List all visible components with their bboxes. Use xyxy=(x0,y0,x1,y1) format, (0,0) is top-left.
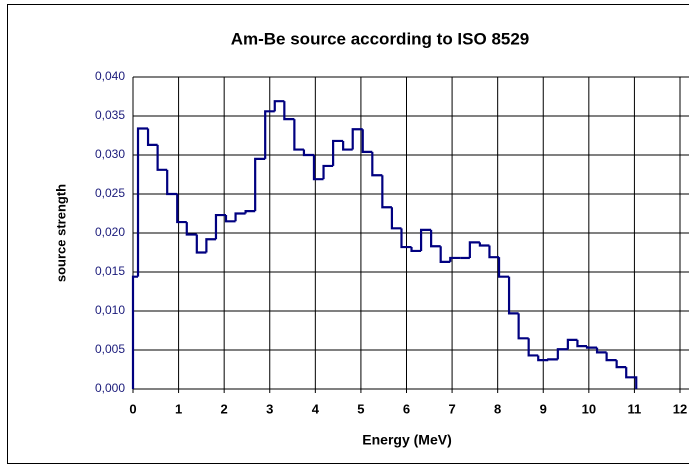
x-tick-label: 1 xyxy=(175,401,182,416)
x-tick-label: 5 xyxy=(357,401,364,416)
histogram-step xyxy=(517,313,529,340)
y-tick-label: 0,025 xyxy=(95,186,125,200)
histogram-step xyxy=(351,128,363,150)
histogram-step xyxy=(234,212,246,222)
y-tick-label: 0,000 xyxy=(95,381,125,395)
histogram-step xyxy=(595,347,607,354)
histogram-step xyxy=(371,151,383,177)
histogram-step xyxy=(615,360,627,369)
histogram-step xyxy=(332,139,344,166)
y-tick-label: 0,040 xyxy=(95,69,125,83)
histogram-step xyxy=(136,127,149,277)
histogram-step xyxy=(224,215,236,223)
histogram-step xyxy=(273,100,285,112)
histogram-step xyxy=(195,234,207,254)
histogram-step xyxy=(146,128,158,146)
y-tick-label: 0,015 xyxy=(95,264,125,278)
x-tick-label: 10 xyxy=(582,401,596,416)
x-tick-label: 2 xyxy=(221,401,228,416)
x-axis-label: Energy (MeV) xyxy=(362,432,451,448)
x-tick-label: 6 xyxy=(403,401,410,416)
y-tick-label: 0,005 xyxy=(95,342,125,356)
histogram-step xyxy=(293,119,304,151)
histogram-step xyxy=(390,207,402,230)
histogram-step xyxy=(430,229,441,248)
y-tick-label: 0,010 xyxy=(95,303,125,317)
histogram-step xyxy=(302,149,314,157)
histogram-step xyxy=(537,355,549,362)
histogram-step xyxy=(312,155,324,181)
histogram-step xyxy=(176,194,187,224)
x-tick-label: 4 xyxy=(312,401,320,416)
histogram-step xyxy=(322,164,334,180)
histogram-step xyxy=(566,338,578,350)
x-tick-label: 12 xyxy=(673,401,687,416)
y-tick-label: 0,030 xyxy=(95,147,125,161)
chart-title: Am-Be source according to ISO 8529 xyxy=(231,29,530,48)
histogram-step xyxy=(556,348,568,360)
x-tick-label: 7 xyxy=(448,401,455,416)
histogram-step xyxy=(449,256,461,262)
histogram-step xyxy=(605,352,617,362)
histogram-step xyxy=(625,367,638,389)
histogram-step xyxy=(361,129,373,153)
histogram-step xyxy=(400,228,412,249)
y-axis-label: source strength xyxy=(53,184,68,282)
x-tick-label: 3 xyxy=(266,401,273,416)
histogram-step xyxy=(478,242,490,247)
histogram-step xyxy=(342,140,353,151)
histogram-step xyxy=(205,238,216,253)
y-tick-label: 0,035 xyxy=(95,108,125,122)
histogram-step xyxy=(264,110,275,159)
histogram-step xyxy=(527,338,539,357)
x-tick-label: 11 xyxy=(628,401,642,416)
histogram-step xyxy=(488,245,500,259)
histogram-step xyxy=(166,169,178,196)
histogram-step xyxy=(547,358,558,361)
histogram-step xyxy=(585,346,598,349)
histogram-step xyxy=(497,257,510,278)
histogram-step xyxy=(283,101,295,121)
histogram-step xyxy=(185,222,197,236)
histogram-step xyxy=(131,275,139,389)
histogram-step xyxy=(214,213,226,240)
histogram-step xyxy=(254,157,266,212)
x-tick-label: 9 xyxy=(540,401,547,416)
histogram-step xyxy=(468,241,480,258)
histogram-step xyxy=(244,210,256,214)
y-tick-label: 0,020 xyxy=(95,225,125,239)
histogram-step xyxy=(156,144,168,171)
x-tick-label: 8 xyxy=(494,401,501,416)
x-tick-label: 0 xyxy=(129,401,136,416)
histogram-step xyxy=(439,246,451,263)
histogram-step xyxy=(410,247,422,253)
histogram-step xyxy=(381,175,392,209)
histogram-step xyxy=(576,339,588,348)
histogram-step xyxy=(419,228,432,251)
histogram-step xyxy=(507,276,519,315)
